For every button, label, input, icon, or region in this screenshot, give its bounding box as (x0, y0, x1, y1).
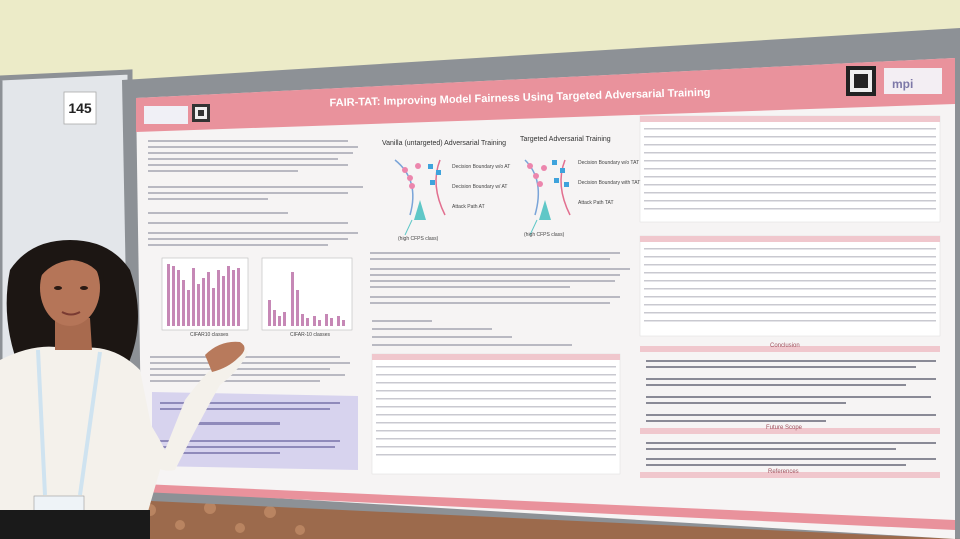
references-header (640, 472, 940, 478)
diagram-left-title: Vanilla (untargeted) Adversarial Trainin… (382, 140, 506, 147)
diagram-right-title: Targeted Adversarial Training (520, 136, 611, 143)
future-scope-heading: Future Scope (766, 425, 803, 431)
diagram-label-boundary-wo-tat: Decision Boundary w/o TAT (578, 160, 640, 166)
diagram-label-boundary-w-at: Decision Boundary w/ AT (452, 184, 508, 190)
poster-footer (142, 484, 955, 530)
results-table-center (371, 353, 621, 475)
university-logo (144, 106, 188, 124)
conclusion-text (646, 360, 936, 422)
diagram-label-boundary-with-tat: Decision Boundary with TAT (578, 180, 641, 186)
diagram-targeted (524, 159, 571, 236)
future-scope-text (646, 442, 936, 466)
poster-header (136, 58, 955, 132)
intro-text-block (148, 140, 363, 246)
future-scope-header (640, 428, 940, 434)
class-label-left: (high CFPS class) (398, 236, 439, 242)
diagram-label-attack-path-at: Attack Path AT (452, 204, 485, 210)
center-text-block (370, 252, 630, 346)
conclusion-heading: Conclusion (770, 343, 800, 349)
board-number-card (63, 91, 97, 125)
mpi-logo (884, 68, 942, 94)
bar-chart-left (161, 257, 249, 331)
diagram-label-boundary-wo-at: Decision Boundary w/o AT (452, 164, 511, 170)
chart-label-left: CIFAR10 classes (190, 332, 229, 338)
diagram-label-attack-path-tat: Attack Path TAT (578, 200, 614, 206)
svg-text:mpi: mpi (892, 77, 913, 91)
results-table-top-right (639, 115, 941, 223)
class-label-right: (high CFPS class) (524, 232, 565, 238)
board-number: 145 (68, 100, 92, 116)
presenter (0, 240, 248, 539)
results-table-mid-right (639, 235, 941, 337)
references-heading: References (768, 469, 799, 475)
bar-chart-right (261, 257, 353, 331)
conclusion-header (640, 346, 940, 352)
diagram-untargeted (394, 159, 446, 236)
chart-label-right: CIFAR-10 classes (290, 332, 331, 338)
